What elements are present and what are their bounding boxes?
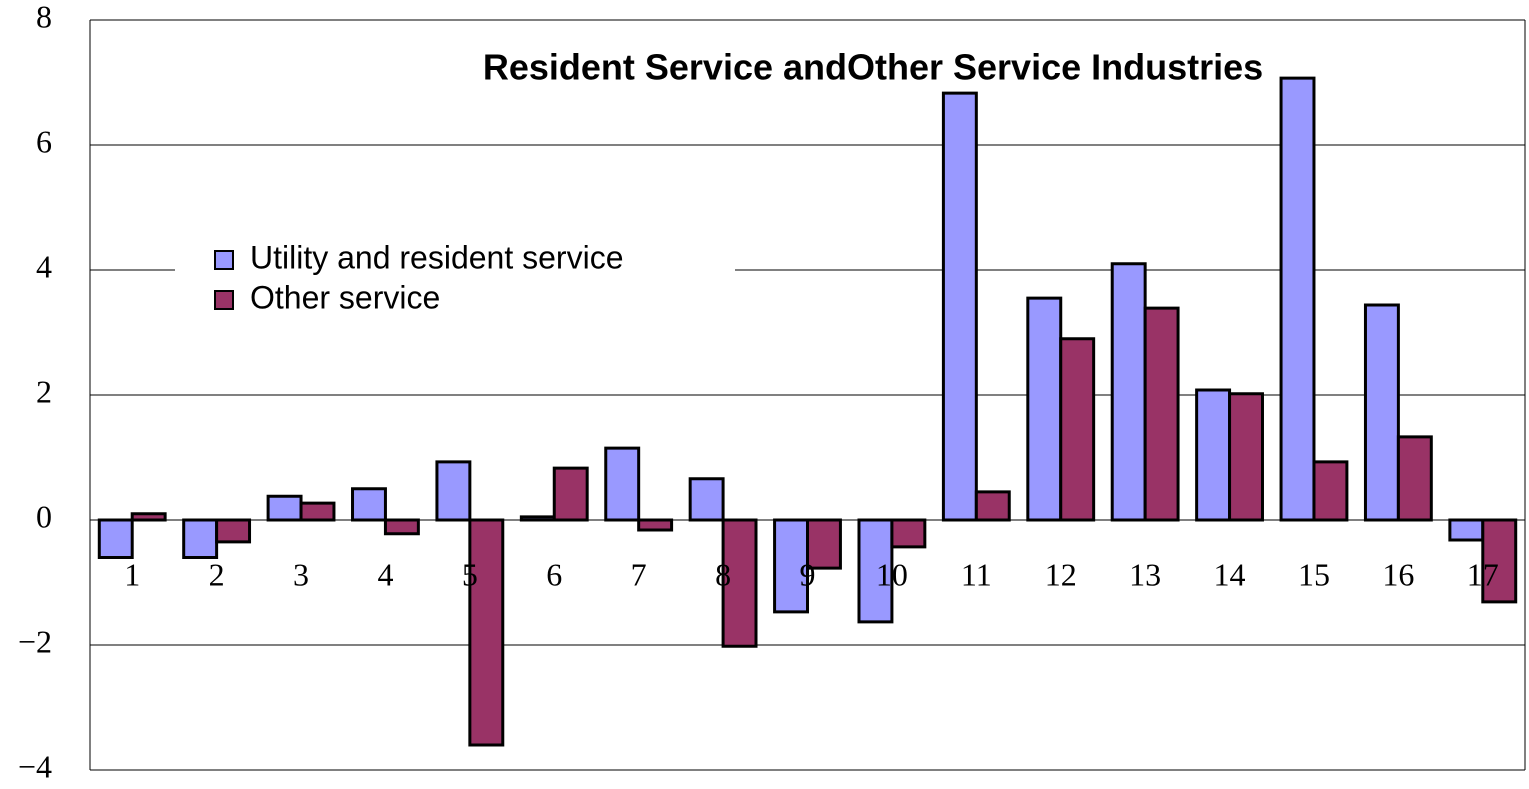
bar	[890, 518, 927, 549]
legend-swatch	[214, 250, 234, 270]
x-tick-label: 12	[1045, 556, 1077, 592]
legend-label: Other service	[250, 279, 440, 315]
bar	[688, 477, 725, 522]
bar	[1026, 296, 1063, 522]
bar	[1228, 392, 1264, 522]
bar	[1195, 388, 1232, 522]
x-tick-label: 14	[1214, 556, 1246, 592]
legend-label: Utility and resident service	[250, 239, 623, 275]
bar	[941, 91, 978, 522]
x-tick-label: 8	[715, 556, 731, 592]
bar	[1279, 76, 1316, 522]
x-tick-label: 5	[462, 556, 478, 592]
bar	[351, 487, 387, 522]
x-tick-label: 4	[377, 556, 393, 592]
x-tick-label: 15	[1298, 556, 1330, 592]
bar	[1110, 262, 1147, 522]
y-tick-label: −2	[18, 623, 52, 659]
x-tick-label: 1	[124, 556, 140, 592]
x-tick-label: 6	[546, 556, 562, 592]
bar	[637, 518, 674, 532]
bar	[130, 512, 167, 522]
y-tick-label: 2	[36, 373, 52, 409]
bar	[1312, 460, 1349, 522]
bar	[1059, 337, 1096, 522]
y-tick-label: −4	[18, 748, 52, 784]
bar	[1396, 435, 1433, 522]
bar	[1363, 303, 1400, 522]
bar	[215, 518, 252, 544]
x-tick-label: 13	[1129, 556, 1161, 592]
chart-title: Resident Service andOther Service Indust…	[483, 47, 1263, 88]
bar	[97, 518, 134, 559]
legend-box	[175, 240, 735, 322]
y-tick-label: 8	[36, 0, 52, 34]
bar	[1143, 306, 1180, 522]
x-tick-label: 9	[800, 556, 816, 592]
bar	[383, 518, 420, 536]
x-tick-label: 10	[876, 556, 908, 592]
x-tick-label: 17	[1467, 556, 1499, 592]
bar	[857, 518, 894, 624]
legend-swatch	[214, 290, 234, 310]
bar	[182, 518, 219, 559]
bar	[266, 494, 303, 522]
bar	[1448, 518, 1485, 542]
bar	[604, 446, 641, 522]
x-tick-label: 7	[631, 556, 647, 592]
bar	[552, 466, 589, 522]
bar	[435, 460, 472, 522]
bar	[806, 518, 842, 570]
x-tick-label: 16	[1382, 556, 1414, 592]
y-tick-label: 0	[36, 498, 52, 534]
x-tick-label: 11	[961, 556, 992, 592]
bar	[721, 518, 758, 648]
bar	[1481, 518, 1518, 604]
y-tick-label: 6	[36, 123, 52, 159]
bar	[468, 518, 505, 747]
y-tick-label: 4	[36, 248, 52, 284]
x-tick-label: 3	[293, 556, 309, 592]
bar	[519, 515, 556, 522]
bar	[299, 501, 336, 522]
bar	[974, 490, 1011, 522]
x-tick-label: 2	[209, 556, 225, 592]
